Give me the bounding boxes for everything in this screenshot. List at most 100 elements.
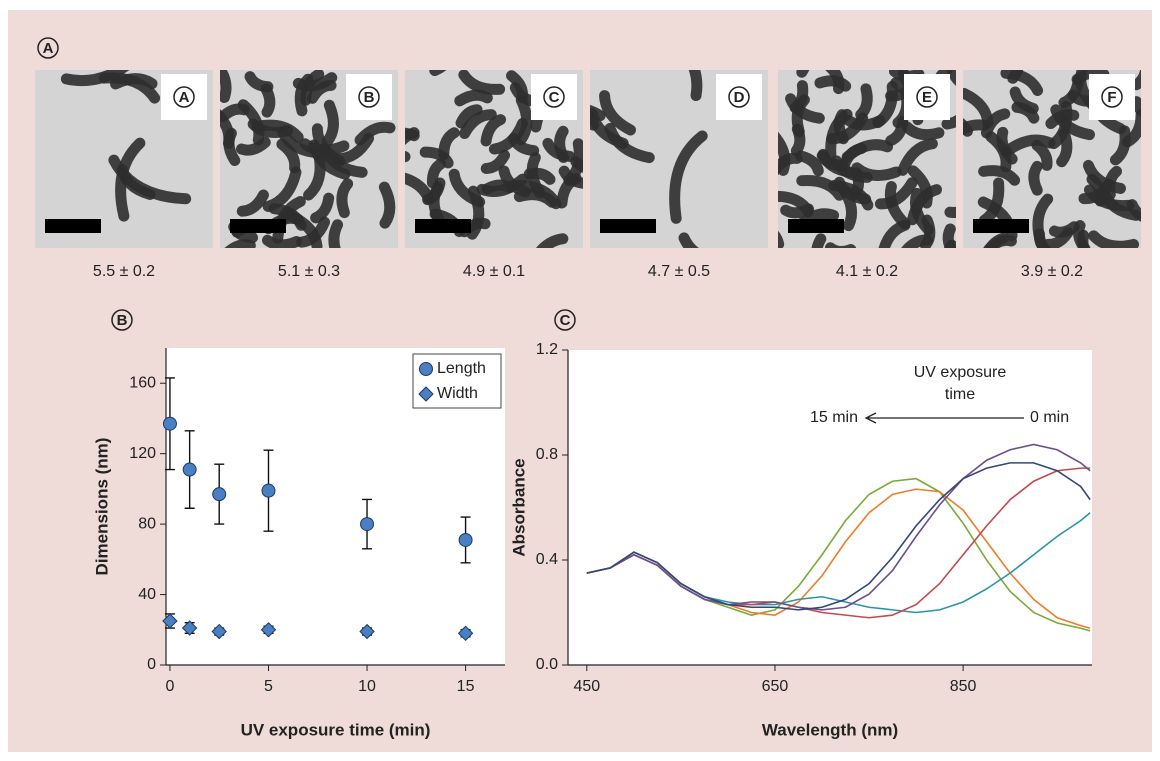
rod [996,126,1018,165]
aspect-ratio: 5.1 ± 0.3 [278,263,340,280]
rod [837,182,858,232]
rod [284,210,323,248]
rod [785,93,825,124]
rod [251,119,304,143]
rod [310,192,335,224]
label-circle [543,86,565,108]
arrow-start-label: 0 min [1030,409,1069,426]
rod [980,108,1011,139]
marker [359,623,375,640]
legend-label: Length [437,360,486,377]
label-circle [728,86,750,108]
rod [1122,109,1141,148]
label-circle [1101,86,1123,108]
rod [907,165,933,209]
aspect-ratio: 3.9 ± 0.2 [1021,263,1083,280]
marker [360,517,375,532]
rod [941,114,956,130]
rod [536,233,569,248]
rod [405,172,435,205]
y-tick-label: 0 [147,656,156,673]
rod [942,223,956,248]
rod [235,136,271,156]
legend-symbol [419,362,433,376]
rod [943,239,956,248]
marker [162,613,178,629]
aspect-ratio: 4.7 ± 0.5 [648,263,710,280]
panel-label: D [734,89,745,106]
x-tick-label: 5 [264,678,273,695]
marker [181,620,198,636]
rod [244,71,274,93]
annotation: time [945,386,975,403]
rod [508,132,540,157]
aspect-ratio: 4.9 ± 0.1 [463,263,525,280]
x-tick-label: 0 [165,678,174,695]
x-axis-label: UV exposure time (min) [241,720,431,739]
panel-label: C [560,312,571,329]
rods [60,70,192,222]
rod [115,137,146,222]
rod [855,83,873,121]
aspect-ratio: 4.1 ± 0.2 [836,263,898,280]
rod [780,203,815,219]
rod [480,114,507,147]
rod [454,89,493,107]
panel-label: B [364,89,375,106]
rod [795,150,824,177]
rod [332,132,375,165]
y-tick-label: 120 [129,445,156,462]
rod [108,154,192,205]
marker [182,462,197,477]
rod [678,232,699,248]
rod [1011,101,1040,124]
rod [458,70,506,95]
marker [162,416,177,431]
rod [556,172,582,209]
panel-label: A [43,40,54,57]
rod [811,233,827,248]
x-tick-label: 10 [358,678,376,695]
y-tick-label: 40 [138,586,156,603]
y-tick-label: 160 [129,374,156,391]
marker [260,622,277,638]
rod [1048,221,1080,238]
panel-label: C [549,89,560,106]
arrow [864,412,1024,424]
rod [944,206,956,218]
rod [459,109,497,140]
rod [1078,178,1115,205]
scale-bar [973,219,1029,233]
scale-bar [415,219,471,233]
rod [1007,70,1024,84]
rod [1050,104,1095,141]
rod [833,109,849,145]
rod [796,174,845,201]
rod [321,99,339,148]
rod [1130,70,1141,91]
series-line [586,462,1091,611]
rod [669,130,708,224]
rod [963,118,973,137]
rod [688,70,703,102]
panel-label: F [1107,89,1116,106]
micrograph [963,70,1141,248]
annotation: UV exposure [914,364,1007,381]
rod [901,121,945,141]
scale-bar [788,219,844,233]
plot-area [568,350,1092,665]
rod [1032,193,1054,248]
rod [223,127,241,166]
rod [1028,160,1043,196]
rod [1031,139,1053,171]
rods [778,70,956,248]
y-tick-label: 80 [138,515,156,532]
rod [554,125,569,163]
rod [1088,230,1140,248]
micrograph [778,70,956,248]
label-circle [554,309,576,331]
aspect-ratio: 5.5 ± 0.2 [93,263,155,280]
panel-label: E [922,89,932,106]
y-tick-label: 1.2 [536,341,558,358]
rod [978,165,1021,186]
